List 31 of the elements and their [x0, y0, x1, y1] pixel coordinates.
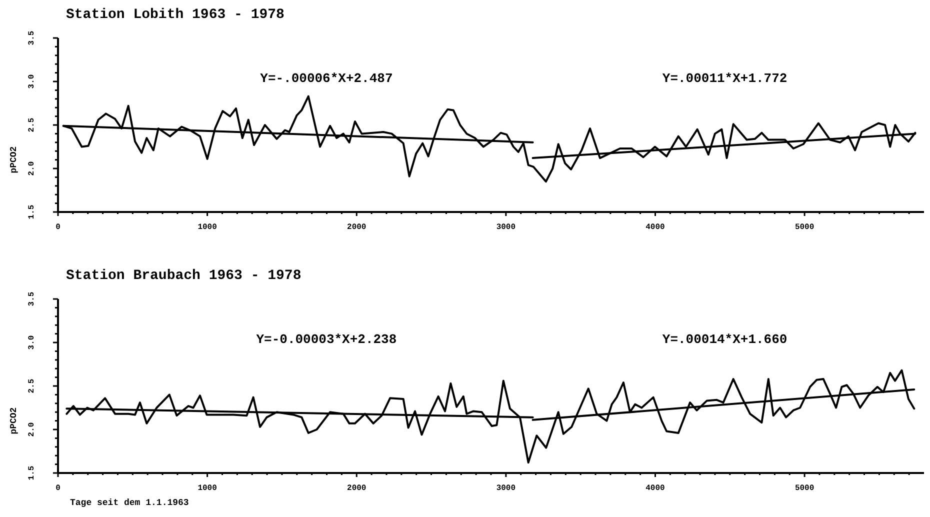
- x-tick-label: 5000: [794, 223, 814, 232]
- annotation: Y=.00014*X+1.660: [662, 332, 788, 347]
- x-tick-label: 0: [56, 484, 61, 493]
- x-tick-label: 2000: [347, 484, 366, 493]
- y-axis-title: pPCO2: [9, 146, 19, 174]
- chart-title: Station Lobith 1963 - 1978: [66, 7, 284, 23]
- x-axis-title: Tage seit dem 1.1.1963: [70, 498, 189, 508]
- x-tick-label: 4000: [646, 484, 666, 493]
- y-tick-label: 2.0: [28, 422, 36, 437]
- y-tick-label: 3.0: [28, 74, 36, 89]
- x-tick-label: 3000: [496, 223, 516, 232]
- y-axis-title: pPCO2: [9, 407, 19, 434]
- y-tick-label: 3.0: [28, 335, 36, 350]
- y-tick-label: 2.5: [28, 118, 36, 132]
- annotation: Y=-.00006*X+2.487: [260, 71, 393, 86]
- annotation: Y=-0.00003*X+2.238: [256, 332, 397, 347]
- x-tick-label: 0: [56, 223, 61, 232]
- y-tick-label: 2.5: [28, 378, 36, 394]
- annotation: Y=.00011*X+1.772: [662, 71, 788, 86]
- x-tick-label: 4000: [646, 223, 666, 232]
- x-tick-label: 3000: [496, 484, 516, 493]
- y-tick-label: 3.5: [28, 292, 36, 306]
- y-tick-label: 1.5: [28, 204, 36, 220]
- chart-title: Station Braubach 1963 - 1978: [66, 268, 302, 284]
- y-tick-label: 3.5: [28, 30, 36, 46]
- x-tick-label: 5000: [794, 484, 814, 493]
- y-tick-label: 2.0: [28, 161, 36, 176]
- x-tick-label: 2000: [347, 223, 366, 232]
- y-tick-label: 1.5: [28, 466, 36, 480]
- x-tick-label: 1000: [198, 484, 218, 493]
- x-tick-label: 1000: [198, 223, 218, 232]
